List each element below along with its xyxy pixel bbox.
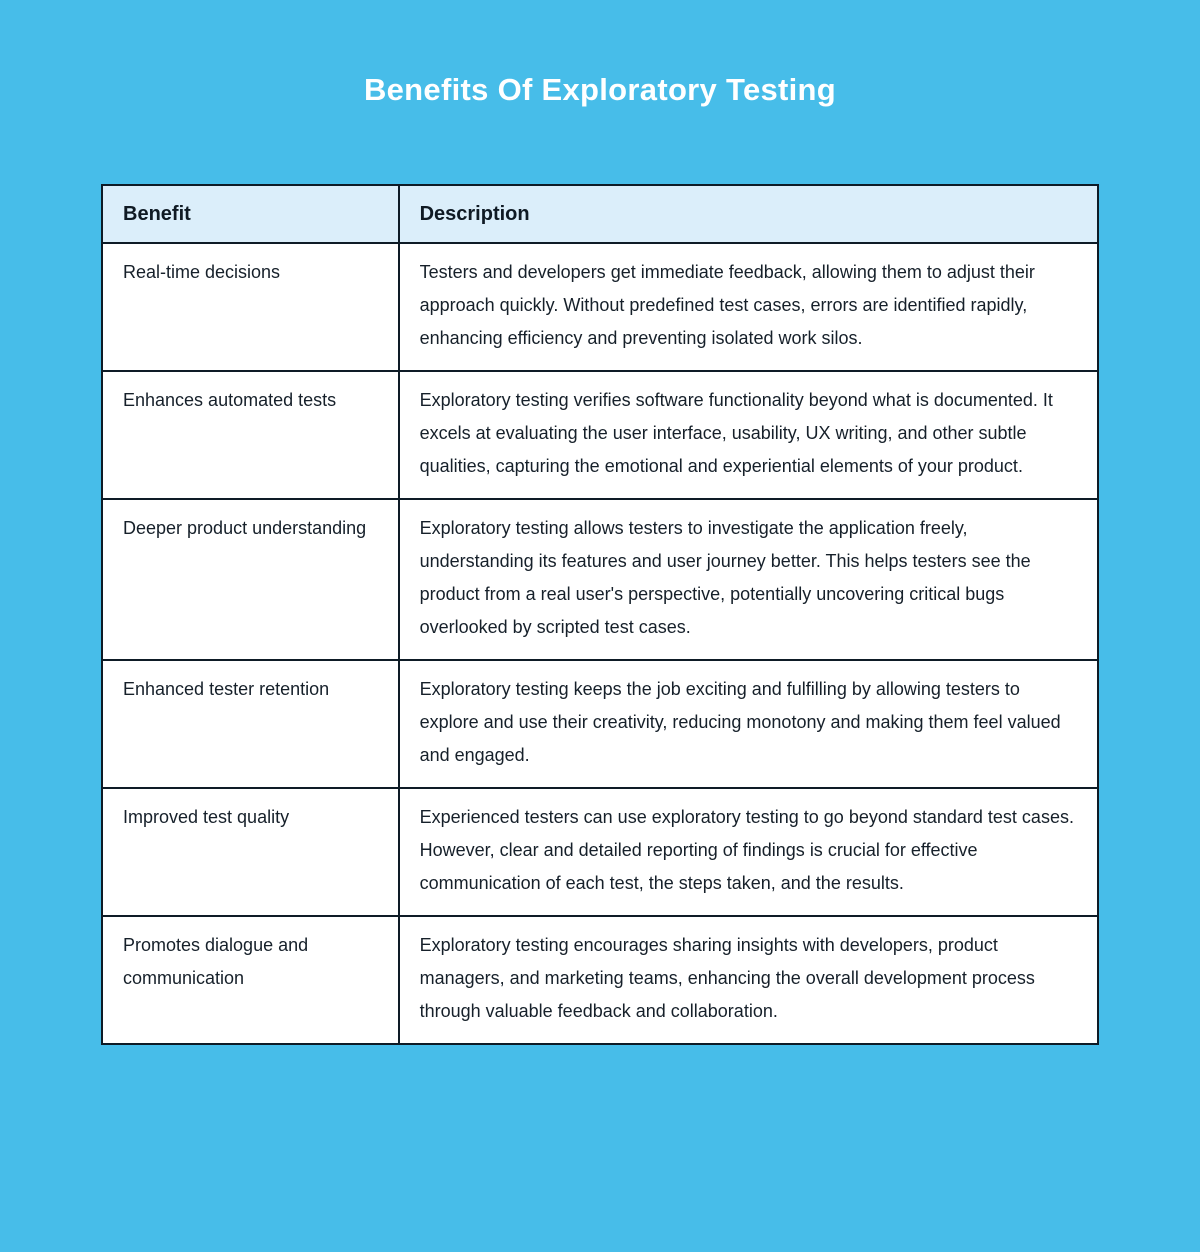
benefit-cell: Real-time decisions	[101, 242, 400, 372]
table-row: Enhanced tester retention Exploratory te…	[101, 659, 1100, 789]
benefit-cell: Enhances automated tests	[101, 370, 400, 500]
header-benefit: Benefit	[101, 184, 400, 244]
table-row: Promotes dialogue and communication Expl…	[101, 915, 1100, 1045]
header-description: Description	[397, 184, 1100, 244]
table-row: Deeper product understanding Exploratory…	[101, 498, 1100, 661]
benefit-cell: Improved test quality	[101, 787, 400, 917]
table-row: Real-time decisions Testers and develope…	[101, 242, 1100, 372]
description-cell: Testers and developers get immediate fee…	[397, 242, 1100, 372]
description-cell: Exploratory testing encourages sharing i…	[397, 915, 1100, 1045]
table-row: Enhances automated tests Exploratory tes…	[101, 370, 1100, 500]
benefits-table: Benefit Description Real-time decisions …	[101, 184, 1100, 1045]
benefit-cell: Deeper product understanding	[101, 498, 400, 661]
table-row: Improved test quality Experienced tester…	[101, 787, 1100, 917]
description-cell: Exploratory testing allows testers to in…	[397, 498, 1100, 661]
description-cell: Exploratory testing keeps the job exciti…	[397, 659, 1100, 789]
table-header-row: Benefit Description	[101, 184, 1100, 244]
benefit-cell: Enhanced tester retention	[101, 659, 400, 789]
benefit-cell: Promotes dialogue and communication	[101, 915, 400, 1045]
page-title: Benefits Of Exploratory Testing	[363, 72, 837, 107]
description-cell: Exploratory testing verifies software fu…	[397, 370, 1100, 500]
description-cell: Experienced testers can use exploratory …	[397, 787, 1100, 917]
